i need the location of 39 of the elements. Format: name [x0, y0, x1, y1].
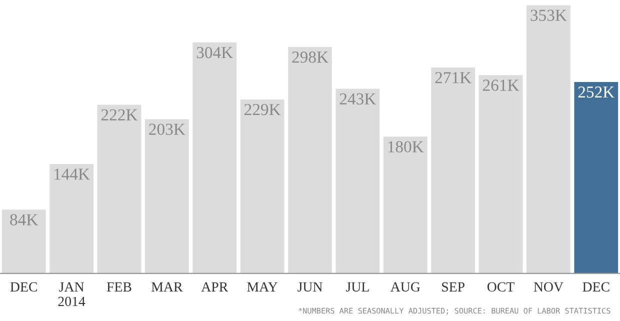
- bar: [478, 75, 523, 274]
- data-label: 203K: [149, 124, 186, 135]
- x-tick-label: AUG: [390, 282, 420, 292]
- bar: [383, 136, 428, 274]
- data-label: 353K: [530, 10, 567, 21]
- data-label: 243K: [340, 93, 376, 105]
- data-label: 229K: [244, 104, 281, 116]
- data-label: 144K: [54, 168, 90, 180]
- bar: [526, 5, 570, 274]
- bar: [97, 104, 142, 274]
- data-label: 304K: [196, 46, 233, 58]
- x-tick-label: NOV: [534, 282, 564, 292]
- data-label: 298K: [292, 52, 328, 63]
- x-tick-label: JUL: [346, 282, 369, 292]
- x-tick-label: FEB: [106, 282, 132, 292]
- data-label: 252K: [578, 86, 614, 98]
- bar: [2, 210, 46, 274]
- data-label: 271K: [435, 72, 472, 84]
- bar: [288, 46, 332, 274]
- x-tick-label: SEP: [442, 282, 464, 292]
- x-tick-label: JAN 2014: [58, 282, 86, 306]
- bar: [336, 88, 380, 274]
- bar: [431, 68, 476, 274]
- bar: [240, 99, 284, 274]
- x-tick-label: APR: [201, 282, 228, 292]
- bar: [192, 42, 237, 274]
- x-tick-label: DEC: [10, 282, 37, 292]
- x-tick-label: OCT: [487, 282, 514, 292]
- bar: [574, 82, 618, 274]
- data-label: 84K: [10, 214, 38, 226]
- data-label: 222K: [101, 109, 138, 120]
- x-tick-label: JUN: [298, 282, 322, 292]
- data-label: 261K: [482, 80, 520, 91]
- data-label: 180K: [388, 141, 424, 152]
- bar: [50, 164, 94, 274]
- bar: [144, 119, 189, 274]
- x-tick-label: DEC: [582, 282, 610, 292]
- x-tick-label: MAR: [152, 282, 183, 292]
- x-tick-label: MAY: [247, 282, 278, 292]
